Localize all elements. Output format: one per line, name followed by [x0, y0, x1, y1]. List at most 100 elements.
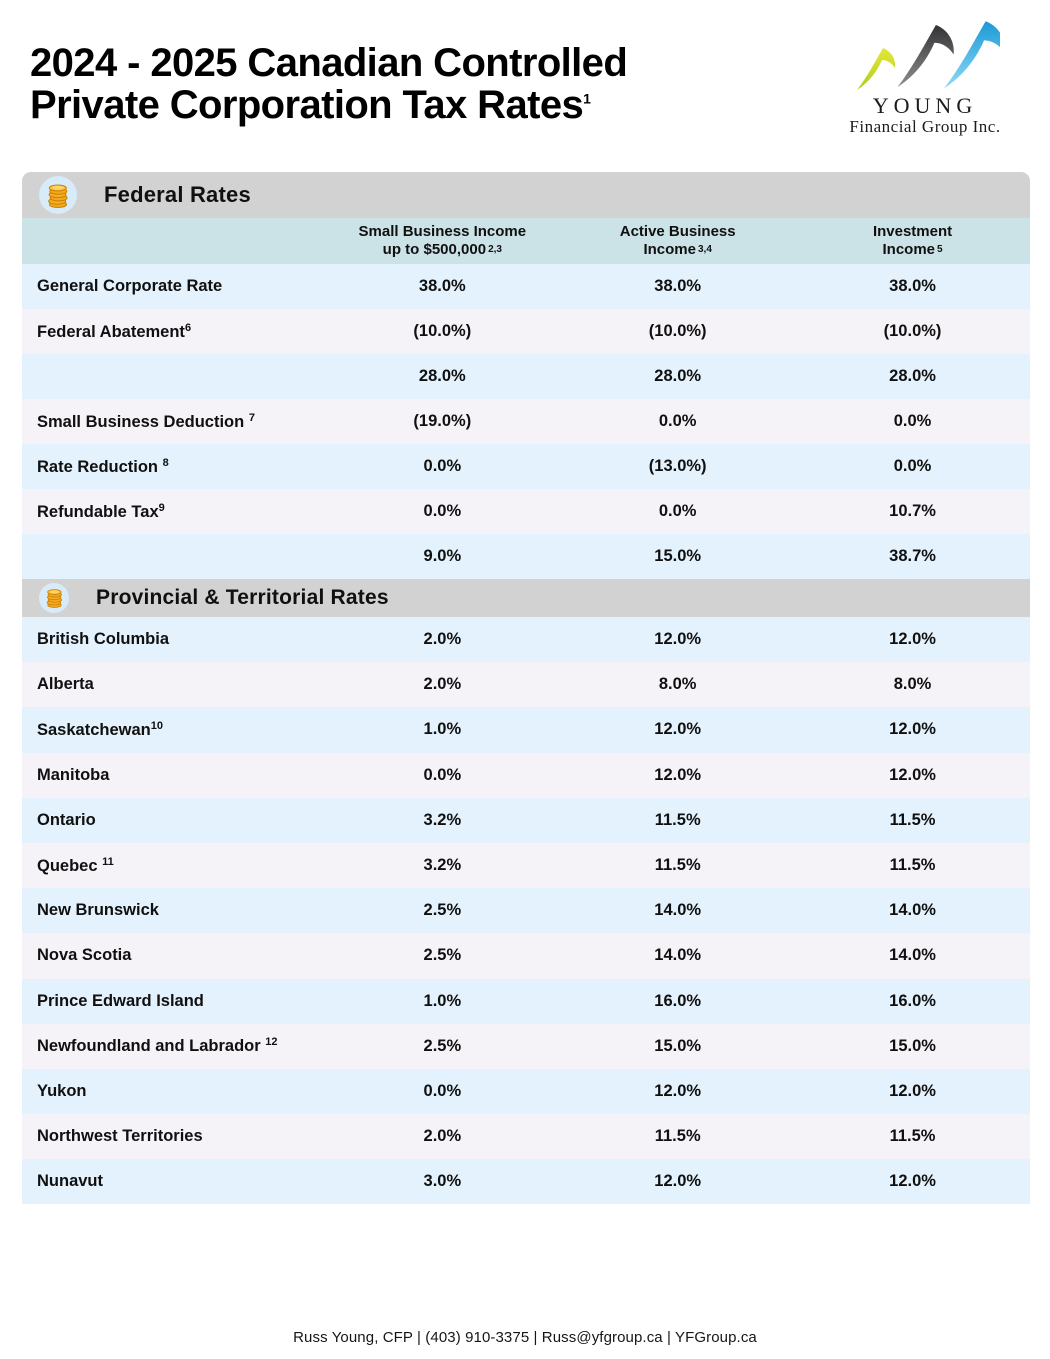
rate-value: 3.2% — [423, 810, 462, 829]
rate-value: 9.0% — [423, 547, 462, 565]
rate-value: 12.0% — [654, 630, 702, 649]
row-footnote-ref: 12 — [265, 1036, 278, 1049]
rate-value: 2.5% — [423, 946, 462, 965]
column-header-small-business: Small Business Income up to $500,000 2,3 — [324, 223, 560, 259]
column-header-text: up to $500,000 — [382, 241, 487, 258]
column-header-active-business: Active Business Income 3,4 — [560, 223, 795, 259]
logo-swoosh-icon — [857, 21, 1000, 90]
logo-company-subtitle: Financial Group Inc. — [849, 117, 1001, 137]
row-label: Northwest Territories — [37, 1127, 203, 1146]
rate-value: 8.0% — [893, 675, 932, 694]
rate-value: 12.0% — [654, 1081, 702, 1100]
rate-value: 14.0% — [654, 946, 702, 965]
column-footnote-ref: 2,3 — [488, 244, 502, 255]
row-label: British Columbia — [37, 630, 170, 649]
row-label: Saskatchewan10 — [37, 719, 163, 739]
column-footnote-ref: 3,4 — [697, 244, 712, 255]
title-footnote-ref: 1 — [583, 91, 591, 108]
rate-value: 0.0% — [423, 1081, 462, 1100]
rate-value: 2.5% — [423, 1036, 462, 1055]
row-label: Alberta — [37, 675, 94, 694]
row-footnote-ref: 10 — [150, 719, 163, 732]
rate-value: 28.0% — [654, 367, 702, 385]
row-footnote-ref: 8 — [162, 456, 169, 469]
row-label: Manitoba — [37, 765, 110, 784]
contact-footer: Russ Young, CFP | (403) 910-3375 | Russ@… — [293, 1329, 757, 1346]
row-label: Federal Abatement6 — [37, 321, 192, 341]
rate-value: (19.0%) — [413, 412, 472, 430]
row-label: Quebec 11 — [37, 855, 114, 875]
rate-value: 0.0% — [423, 502, 462, 520]
rate-value: 2.0% — [423, 1127, 462, 1146]
table-row: 28.0% 28.0% 28.0% — [22, 354, 1030, 399]
rate-value: 12.0% — [654, 1172, 702, 1191]
row-label: New Brunswick — [37, 901, 159, 920]
row-label: Newfoundland and Labrador 12 — [37, 1036, 278, 1056]
title-line1: 2024 - 2025 Canadian Controlled — [30, 41, 628, 85]
column-header-text: Income — [643, 241, 696, 258]
rate-value: (13.0%) — [648, 457, 707, 475]
provincial-rows: British Columbia 2.0% 12.0% 12.0% Alberta 2.0… — [22, 617, 1030, 1205]
table-row: Saskatchewan10 1.0% 12.0% 12.0% — [22, 707, 1030, 753]
rate-value: 12.0% — [889, 1172, 936, 1191]
table-row: 9.0% 15.0% 38.7% — [22, 534, 1030, 579]
rate-value: 15.0% — [889, 1036, 936, 1055]
rate-value: 14.0% — [654, 901, 702, 920]
table-row: Ontario 3.2% 11.5% 11.5% — [22, 797, 1030, 843]
row-footnote-ref: 9 — [158, 501, 165, 514]
column-header-line1: Small Business Income — [358, 223, 527, 240]
column-header-investment: Investment Income 5 — [795, 223, 1030, 259]
rate-value: 1.0% — [423, 720, 462, 739]
rate-value: 38.0% — [889, 277, 936, 295]
rate-value: 15.0% — [654, 547, 702, 565]
column-footnote-ref: 5 — [937, 244, 943, 255]
rate-value: (10.0%) — [648, 322, 707, 340]
column-header-text: Income — [882, 241, 936, 258]
rate-value: 0.0% — [658, 412, 697, 430]
section-header-federal: Federal Rates — [22, 172, 1030, 218]
rate-value: 12.0% — [889, 765, 936, 784]
table-row: Prince Edward Island 1.0% 16.0% 16.0% — [22, 978, 1030, 1024]
rate-value: 8.0% — [658, 675, 697, 694]
table-row: Yukon 0.0% 12.0% 12.0% — [22, 1068, 1030, 1115]
coin-stack-icon — [39, 176, 77, 214]
table-row: Quebec 11 3.2% 11.5% 11.5% — [22, 842, 1030, 889]
row-label: Rate Reduction 8 — [37, 456, 169, 476]
rate-value: 11.5% — [889, 810, 936, 829]
rate-value: 12.0% — [889, 630, 936, 649]
federal-rows: General Corporate Rate 38.0% 38.0% 38.0% Fed… — [22, 264, 1030, 579]
row-label: General Corporate Rate — [37, 277, 223, 295]
column-header-line2: up to $500,000 2,3 — [324, 241, 560, 259]
table-row: Federal Abatement6 (10.0%) (10.0%) (10.0%) — [22, 309, 1030, 354]
rate-value: 11.5% — [654, 810, 701, 829]
row-label: Ontario — [37, 810, 96, 829]
row-footnote-ref: 6 — [184, 321, 192, 334]
column-header-row: Small Business Income up to $500,000 2,3 … — [22, 218, 1030, 264]
rate-value: 38.0% — [654, 277, 702, 295]
rate-value: 3.0% — [423, 1172, 462, 1191]
table-row: Nova Scotia 2.5% 14.0% 14.0% — [22, 933, 1030, 979]
row-label: Refundable Tax9 — [37, 501, 165, 521]
rate-value: 0.0% — [893, 412, 932, 430]
rate-value: 10.7% — [889, 502, 936, 520]
rate-value: 0.0% — [658, 502, 697, 520]
title-line2: Private Corporation Tax Rates — [30, 83, 584, 128]
table-row: Alberta 2.0% 8.0% 8.0% — [22, 662, 1030, 708]
row-label: Yukon — [37, 1081, 87, 1100]
rate-value: 14.0% — [889, 946, 936, 965]
rate-value: 2.0% — [423, 630, 462, 649]
company-logo: YOUNG Financial Group Inc. — [810, 16, 1040, 137]
rate-value: 38.7% — [889, 547, 936, 565]
rate-value: 14.0% — [889, 901, 936, 920]
rate-value: 15.0% — [654, 1036, 702, 1055]
table-row: New Brunswick 2.5% 14.0% 14.0% — [22, 888, 1030, 934]
table-row: Nunavut 3.0% 12.0% 12.0% — [22, 1159, 1030, 1205]
table-row: Rate Reduction 8 0.0% (13.0%) 0.0% — [22, 444, 1030, 489]
rate-value: 0.0% — [893, 457, 932, 475]
rate-value: 0.0% — [423, 765, 462, 784]
table-row: General Corporate Rate 38.0% 38.0% 38.0% — [22, 264, 1030, 309]
rate-value: 11.5% — [654, 1127, 701, 1146]
section-title-federal: Federal Rates — [104, 182, 251, 207]
rate-value: (10.0%) — [413, 322, 472, 340]
